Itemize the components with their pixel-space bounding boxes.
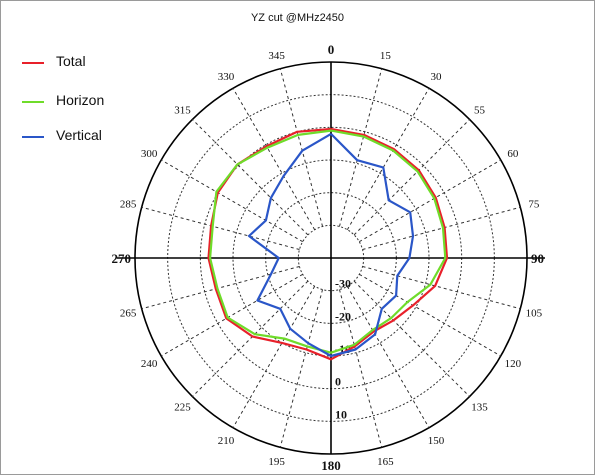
radial-tick-label: 10 [335,407,347,421]
angle-tick-label: 105 [526,307,543,319]
angle-tick-label: 270 [112,251,132,266]
angle-tick-label: 265 [120,307,137,319]
legend-label-total: Total [56,53,86,69]
radial-tick-label: -30 [335,277,351,291]
angle-tick-label: 300 [141,148,158,160]
angle-tick-label: 75 [528,199,540,211]
angle-tick-label: 0 [328,42,335,57]
angle-tick-label: 285 [120,199,137,211]
grid-spoke [279,68,324,227]
series-line-total [207,127,449,361]
grid-spoke [141,206,300,251]
angle-tick-label: 345 [268,50,285,62]
angle-tick-label: 30 [431,71,443,83]
series-line-horizon [209,129,447,354]
angle-tick-label: 90 [531,251,544,266]
angle-tick-label: 165 [377,456,394,468]
legend-label-vertical: Vertical [56,127,102,143]
angle-tick-label: 240 [141,358,158,370]
angle-tick-label: 150 [428,435,445,447]
angle-tick-label: 315 [174,105,191,117]
grid-spoke [279,289,324,448]
legend-swatch-total [22,62,44,64]
chart-title: YZ cut @MHz2450 [250,12,345,24]
angle-tick-label: 330 [218,71,235,83]
angle-tick-label: 60 [507,148,519,160]
angle-tick-label: 195 [268,456,285,468]
angle-tick-label: 15 [380,50,392,62]
series-line-vertical [247,132,415,358]
angle-tick-label: 180 [321,458,341,473]
legend-label-horizon: Horizon [56,92,105,108]
grid-spoke [192,280,309,397]
legend-swatch-vertical [22,136,44,138]
angle-tick-label: 225 [174,401,191,413]
radial-tick-label: 0 [335,375,341,389]
angle-tick-label: 135 [471,401,488,413]
angle-tick-label: 210 [218,435,235,447]
grid-spoke [192,119,309,236]
radial-tick-label: -20 [335,309,351,323]
legend-swatch-horizon [22,101,44,103]
angle-tick-label: 120 [505,358,522,370]
angle-tick-label: 55 [474,105,486,117]
